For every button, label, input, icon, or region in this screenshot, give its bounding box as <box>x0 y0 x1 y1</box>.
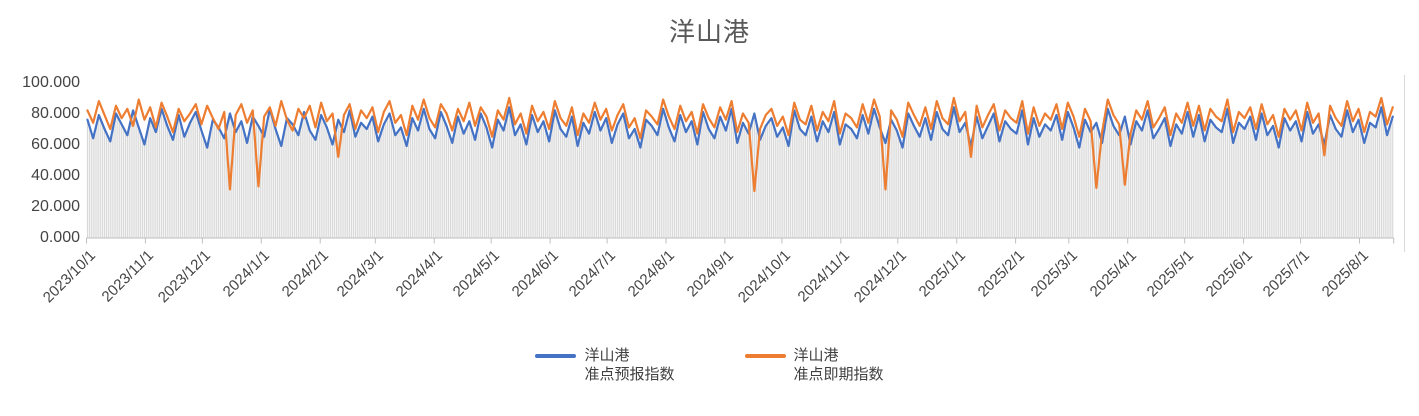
legend-label-spot: 洋山港 准点即期指数 <box>794 346 884 384</box>
daily-columns <box>86 107 1394 238</box>
legend-label-spot-line1: 洋山港 <box>793 347 839 364</box>
series-line-spot <box>86 96 1394 193</box>
y-axis-label: 40.000 <box>31 166 80 184</box>
legend-swatch-forecast <box>535 354 577 358</box>
y-axis-label: 20.000 <box>31 197 80 215</box>
legend-label-forecast: 洋山港 准点预报指数 <box>584 346 674 384</box>
y-axis-label: 80.000 <box>31 104 80 122</box>
legend-item-spot-index: 洋山港 准点即期指数 <box>744 346 884 384</box>
y-axis-label: 0.000 <box>39 228 80 246</box>
x-axis <box>86 237 1395 244</box>
legend-item-forecast-index: 洋山港 准点预报指数 <box>535 346 675 384</box>
legend-swatch-spot <box>744 354 786 358</box>
chart-title: 洋山港 <box>668 17 750 47</box>
legend-label-forecast-line1: 洋山港 <box>584 347 630 364</box>
y-axis-label: 100.000 <box>22 73 80 91</box>
legend: 洋山港 准点预报指数 洋山港 准点即期指数 <box>0 346 1419 384</box>
legend-label-forecast-line2: 准点预报指数 <box>584 366 675 383</box>
y-axis-label: 60.000 <box>31 135 80 153</box>
legend-label-spot-line2: 准点即期指数 <box>793 366 884 383</box>
